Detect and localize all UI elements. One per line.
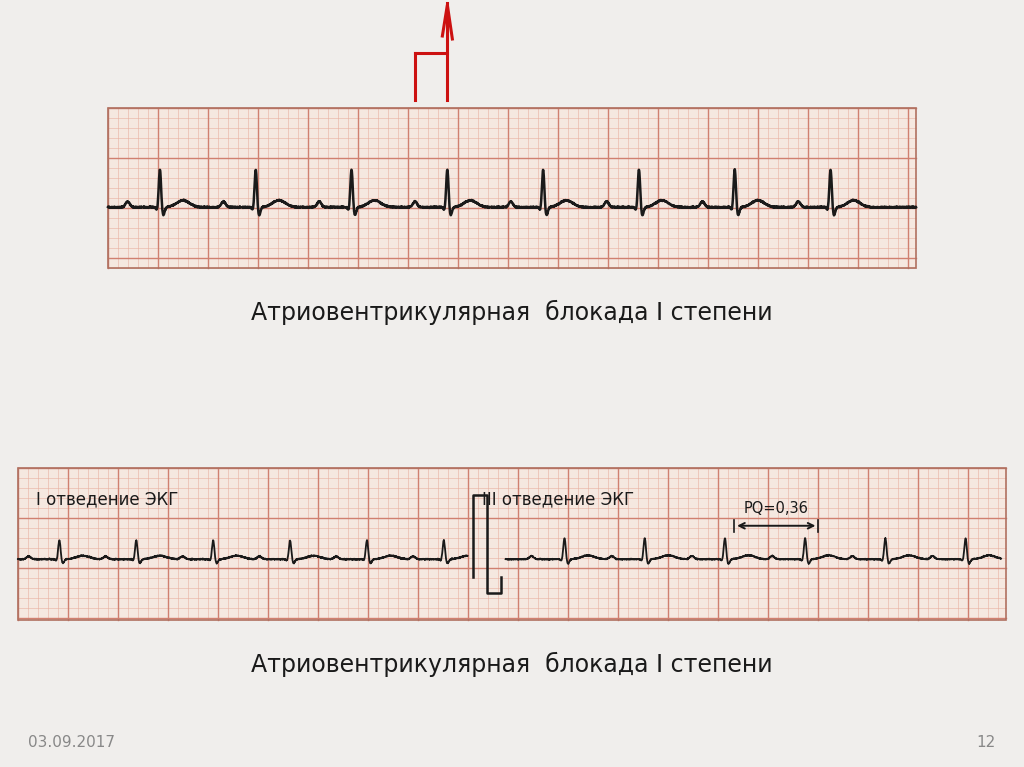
Bar	[108, 108, 916, 268]
Text: Атриовентрикулярная  блокада I степени: Атриовентрикулярная блокада I степени	[251, 300, 773, 325]
Text: 03.09.2017: 03.09.2017	[28, 735, 115, 750]
Text: III отведение ЭКГ: III отведение ЭКГ	[482, 490, 635, 508]
Bar	[18, 468, 1006, 620]
Text: I отведение ЭКГ: I отведение ЭКГ	[36, 490, 178, 508]
Text: PQ=0,36: PQ=0,36	[743, 501, 809, 515]
Text: 12: 12	[977, 735, 996, 750]
Text: Атриовентрикулярная  блокада I степени: Атриовентрикулярная блокада I степени	[251, 652, 773, 677]
Bar	[108, 108, 916, 268]
Bar	[18, 468, 1006, 620]
